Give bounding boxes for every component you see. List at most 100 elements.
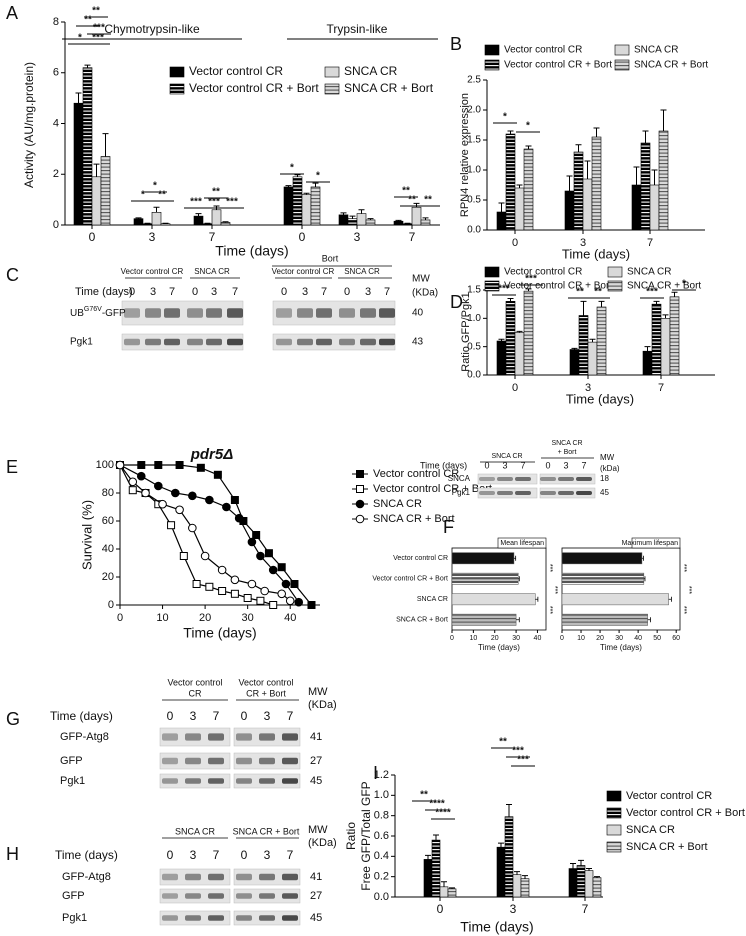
- blot-image: [121, 333, 244, 351]
- significance-label: **: [499, 737, 507, 748]
- bar: [142, 223, 153, 226]
- blot-band: [236, 757, 252, 765]
- significance-label: *: [316, 171, 320, 182]
- error-bar: [507, 130, 514, 134]
- point: [281, 579, 291, 589]
- x-tick-label: 0: [437, 902, 444, 916]
- error-bar: [75, 92, 82, 104]
- error-bar: [422, 217, 429, 220]
- x-tick-label: 3: [354, 230, 361, 244]
- y-tick-label: 80: [102, 487, 114, 499]
- point: [307, 601, 316, 609]
- survival-line: [119, 464, 291, 602]
- legend-label: SNCA CR + Bort: [634, 60, 708, 71]
- bar: [423, 859, 433, 898]
- blot-image: [159, 752, 231, 770]
- error-bar: [340, 212, 347, 215]
- mw-value: 45: [310, 775, 322, 787]
- x-axis-label: Time (days): [215, 243, 288, 259]
- error-bar: [525, 145, 532, 149]
- error-bar: [641, 555, 644, 561]
- error-bar: [525, 288, 532, 292]
- significance-label: ***: [646, 287, 658, 298]
- blot-band: [185, 893, 201, 899]
- panel-label: H: [6, 844, 19, 864]
- error-bar: [516, 617, 520, 623]
- blot-band: [236, 778, 252, 784]
- mw-value: 40: [412, 308, 424, 319]
- blot-band: [576, 491, 592, 495]
- blot-band: [206, 308, 222, 318]
- error-bar: [644, 346, 651, 352]
- legend-label: Vector control CR: [504, 45, 582, 56]
- chart-title: Maximum lifespan: [622, 540, 679, 547]
- blot-band: [576, 477, 592, 481]
- lane-time: 3: [563, 460, 568, 470]
- y-tick-label: 1.5: [467, 285, 481, 296]
- blot-band: [479, 477, 495, 481]
- point: [277, 589, 287, 599]
- row-label-part: -GFP: [102, 308, 126, 319]
- error-bar: [513, 555, 517, 561]
- bar: [151, 212, 162, 226]
- blot-band: [540, 477, 556, 481]
- blot-band: [162, 873, 178, 881]
- blot-band: [297, 338, 313, 346]
- error-bar: [653, 300, 660, 305]
- legend-swatch: [607, 280, 623, 292]
- mw-value: 43: [412, 337, 424, 348]
- bar: [496, 340, 507, 376]
- error-bar: [518, 576, 520, 582]
- legend-swatch: [607, 266, 623, 278]
- error-bar: [222, 221, 229, 223]
- point: [205, 495, 214, 505]
- point: [205, 582, 214, 591]
- error-bar: [671, 291, 678, 297]
- x-tick-label: 0: [512, 382, 518, 394]
- point: [128, 486, 137, 495]
- blot-image: [121, 300, 244, 326]
- y-axis-label: Ratio GFP/Pgk1: [460, 292, 472, 371]
- y-axis-label: Ratio: [344, 822, 358, 850]
- survival-line: [119, 464, 300, 603]
- group-label: SNCA CR: [344, 267, 380, 276]
- lane-time: 3: [190, 848, 197, 862]
- row-label: GFP-Atg8: [60, 731, 109, 743]
- y-tick-label: 1.0: [467, 165, 481, 176]
- error-bar: [578, 859, 584, 866]
- point: [179, 552, 188, 560]
- x-tick-label: 60: [672, 635, 680, 642]
- blot-band: [185, 915, 201, 921]
- lane-time: 3: [302, 286, 308, 298]
- group-label: SNCA CR: [551, 440, 582, 447]
- y-tick-label: 0: [53, 219, 59, 231]
- panel-label: G: [6, 709, 20, 729]
- bar: [420, 219, 431, 226]
- significance-label: **: [594, 287, 602, 298]
- point: [252, 531, 261, 539]
- bar: [504, 816, 514, 898]
- point: [222, 502, 231, 512]
- error-bar: [93, 163, 100, 177]
- point: [213, 470, 222, 479]
- bar: [439, 886, 449, 898]
- legend-swatch: [324, 66, 340, 78]
- bar: [587, 341, 598, 376]
- significance-label: *: [78, 33, 82, 44]
- blot-band: [259, 757, 275, 765]
- point: [175, 505, 184, 515]
- significance-label: **: [158, 190, 166, 201]
- lane-time: 3: [264, 848, 271, 862]
- error-bar: [413, 202, 420, 208]
- point: [188, 523, 197, 533]
- legend-swatch: [606, 790, 622, 802]
- legend-label: Vector control CR: [626, 790, 712, 802]
- bar: [512, 874, 522, 898]
- blot-band: [282, 733, 298, 741]
- legend-label: SNCA CR: [344, 64, 398, 78]
- bar: [514, 332, 525, 376]
- group-label: + Bort: [558, 449, 577, 456]
- point: [247, 537, 257, 547]
- significance-label: ***: [92, 33, 104, 44]
